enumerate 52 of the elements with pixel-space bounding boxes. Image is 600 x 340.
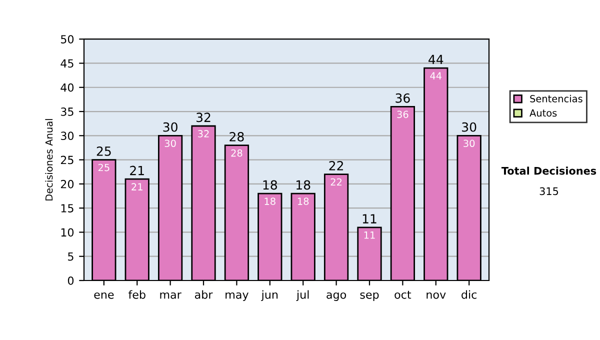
y-tick-label: 5 xyxy=(68,252,74,261)
x-tick-label: sep xyxy=(360,292,379,301)
total-label: 30 xyxy=(163,122,178,132)
y-tick-label: 35 xyxy=(60,107,74,116)
x-tick-label: jul xyxy=(296,290,309,301)
data-label: 18 xyxy=(298,198,309,205)
data-label: 36 xyxy=(397,110,408,118)
x-tick-label: jun xyxy=(261,290,278,301)
x-tick-label: ene xyxy=(94,292,114,299)
x-tick-label: feb xyxy=(128,290,146,299)
y-tick-label: 25 xyxy=(60,156,74,164)
text: Total Decisiones xyxy=(501,166,596,175)
x-tick-label: may xyxy=(226,292,248,301)
data-label: 18 xyxy=(264,198,276,205)
data-label: 30 xyxy=(164,140,176,148)
y-tick-label: 0 xyxy=(68,276,74,285)
x-tick-label: oct xyxy=(394,290,412,299)
total-label: 21 xyxy=(130,166,144,176)
x-tick-label: mar xyxy=(160,292,182,299)
total-label: 32 xyxy=(196,112,210,122)
data-label: 22 xyxy=(330,178,342,186)
legend-label: Sentencias xyxy=(530,94,582,102)
y-tick-label: 50 xyxy=(60,35,74,44)
total-label: 25 xyxy=(96,146,111,156)
x-tick-label: dic xyxy=(462,290,477,299)
data-label: 30 xyxy=(464,140,475,148)
total-label: 28 xyxy=(230,132,244,142)
total-label: 22 xyxy=(329,160,343,170)
total-label: 44 xyxy=(428,54,444,64)
y-tick-label: 30 xyxy=(60,132,74,140)
y-axis-title: Decisiones Anual xyxy=(45,119,53,200)
total-label: 18 xyxy=(263,180,277,190)
x-tick-label: abr xyxy=(194,290,213,299)
total-label: 11 xyxy=(362,214,376,224)
data-label: 21 xyxy=(132,183,142,190)
x-tick-label: nov xyxy=(426,292,446,299)
y-tick-label: 15 xyxy=(61,204,74,212)
y-tick-label: 10 xyxy=(61,228,74,237)
y-tick-label: 40 xyxy=(60,83,74,92)
total-label: 18 xyxy=(296,180,310,190)
text: 315 xyxy=(540,187,558,196)
data-label: 44 xyxy=(430,72,442,80)
y-tick-label: 45 xyxy=(60,59,74,68)
total-label: 36 xyxy=(396,93,410,103)
data-label: 28 xyxy=(231,149,242,157)
data-label: 32 xyxy=(198,130,209,138)
y-tick-label: 20 xyxy=(60,180,74,188)
total-label: 30 xyxy=(462,122,476,132)
data-label: 11 xyxy=(364,232,375,239)
data-label: 25 xyxy=(98,164,110,172)
x-tick-label: ago xyxy=(326,292,346,301)
legend-label: Autos xyxy=(530,109,557,117)
